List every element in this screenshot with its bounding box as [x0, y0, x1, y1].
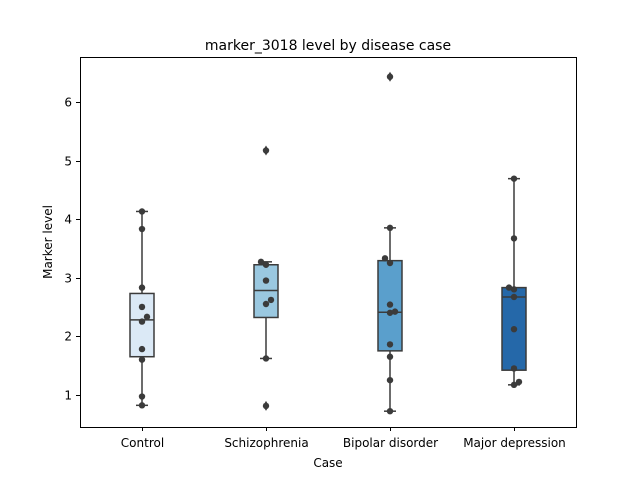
- y-tick-label: 4: [64, 213, 72, 227]
- data-point: [386, 376, 394, 384]
- data-point: [391, 308, 399, 315]
- x-tick-label: Bipolar disorder: [343, 436, 438, 450]
- data-point: [386, 407, 394, 415]
- data-point: [138, 393, 146, 400]
- data-point: [257, 258, 265, 266]
- data-point: [138, 208, 146, 215]
- data-point: [510, 365, 518, 372]
- data-point: [381, 255, 389, 262]
- data-point: [143, 313, 151, 321]
- data-point: [386, 301, 394, 308]
- data-point: [510, 293, 518, 301]
- data-point: [262, 261, 270, 268]
- data-point: [262, 402, 270, 410]
- data-point: [510, 286, 518, 293]
- data-point: [262, 355, 270, 362]
- data-point: [138, 225, 146, 233]
- data-point: [510, 381, 518, 389]
- box-group: [377, 71, 403, 415]
- data-point: [267, 296, 275, 304]
- data-point: [515, 378, 523, 386]
- data-point: [510, 235, 518, 242]
- x-tick-label: Schizophrenia: [224, 436, 308, 450]
- box-group: [253, 145, 279, 411]
- data-point: [386, 309, 394, 316]
- y-tick-label: 6: [64, 96, 72, 110]
- y-tick-label: 1: [64, 389, 72, 403]
- y-tick-label: 5: [64, 155, 72, 169]
- x-axis-label: Case: [313, 456, 342, 470]
- chart-title: marker_3018 level by disease case: [205, 38, 451, 54]
- data-point: [505, 284, 513, 291]
- x-tick-label: Control: [121, 436, 164, 450]
- plot-frame: [80, 57, 577, 428]
- data-point: [262, 147, 270, 154]
- data-point: [138, 345, 146, 353]
- plot-area: [129, 71, 527, 415]
- data-point: [138, 402, 146, 409]
- data-point: [386, 341, 394, 348]
- data-point: [262, 300, 270, 308]
- data-point: [138, 284, 146, 291]
- box-group: [129, 208, 155, 409]
- y-tick-label: 3: [64, 272, 72, 286]
- data-point: [386, 353, 394, 360]
- data-point: [138, 303, 146, 311]
- data-point: [510, 175, 518, 182]
- data-point: [386, 224, 394, 232]
- y-axis-label: Marker level: [41, 205, 55, 279]
- data-point: [386, 259, 394, 267]
- data-point: [510, 325, 518, 333]
- x-tick-label: Major depression: [463, 436, 566, 450]
- data-point: [138, 356, 146, 363]
- y-axis: 1 2 3 4 5 6: [64, 96, 80, 403]
- box-group: [501, 175, 527, 389]
- y-tick-label: 2: [64, 330, 72, 344]
- data-point: [262, 277, 270, 284]
- data-point: [386, 73, 394, 80]
- x-axis: Control Schizophrenia Bipolar disorder Majo…: [121, 427, 566, 450]
- data-point: [138, 318, 146, 325]
